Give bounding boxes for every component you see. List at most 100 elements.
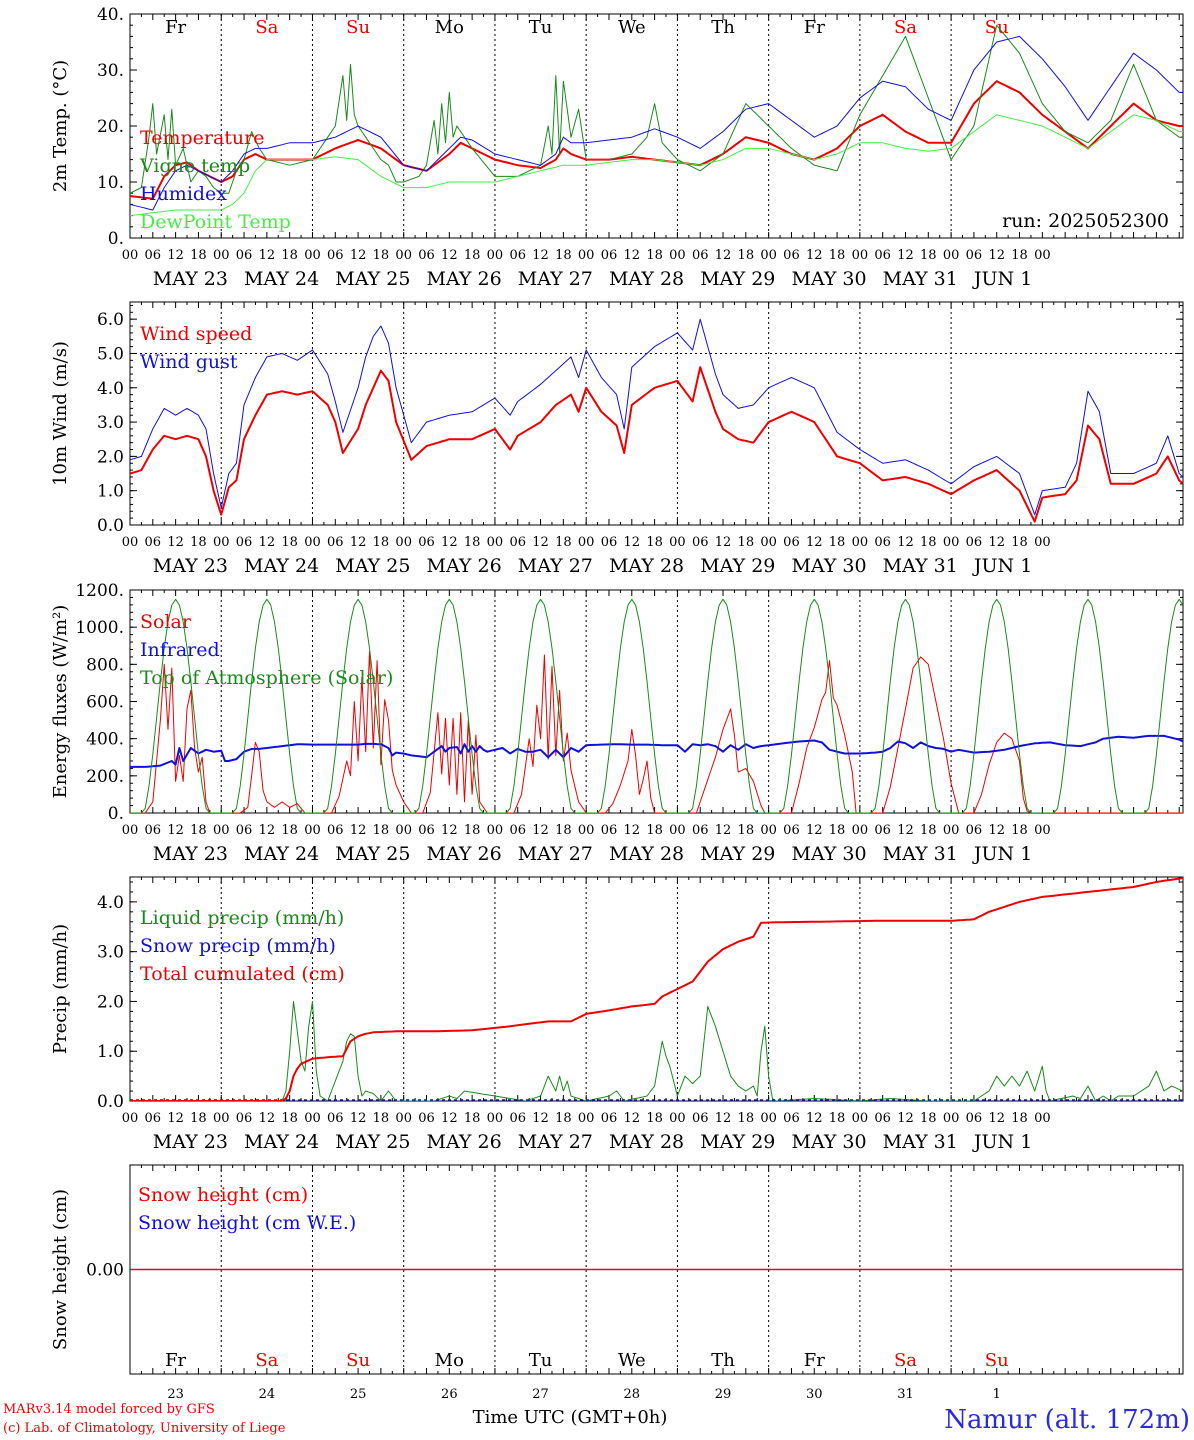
series-line-total-cumulated-cm- <box>130 877 1183 1101</box>
hour-tick-label: 18 <box>464 248 481 263</box>
panel-3: 0. 200. 400. 600. 800. 1000. 1200.Energy fluxe… <box>50 581 1184 865</box>
hour-tick-label: 12 <box>532 823 549 838</box>
date-label: MAY 31 <box>883 555 958 577</box>
hour-tick-label: 18 <box>190 535 207 550</box>
hour-tick-label: 18 <box>555 823 572 838</box>
hour-tick-label: 00 <box>852 823 869 838</box>
hour-tick-label: 00 <box>1034 823 1051 838</box>
hour-tick-label: 18 <box>555 248 572 263</box>
hour-tick-label: 06 <box>692 823 709 838</box>
y-tick-label: 20. <box>97 117 124 137</box>
hour-tick-label: 00 <box>943 823 960 838</box>
date-label: JUN 1 <box>972 268 1032 290</box>
hour-tick-label: 12 <box>715 823 732 838</box>
hour-tick-label: 00 <box>578 535 595 550</box>
y-tick-label: 40. <box>97 5 124 25</box>
date-label: MAY 25 <box>335 268 410 290</box>
hour-tick-label: 12 <box>897 535 914 550</box>
hour-tick-label: 12 <box>532 1111 549 1126</box>
hour-tick-label: 18 <box>555 1111 572 1126</box>
y-tick-label: 1000. <box>75 618 124 638</box>
hour-tick-label: 12 <box>897 823 914 838</box>
hour-tick-label: 12 <box>350 535 367 550</box>
day-number-label: 1 <box>993 1387 1001 1402</box>
date-label: MAY 29 <box>700 1131 775 1153</box>
y-axis-label: Snow height (cm) <box>50 1189 71 1350</box>
hour-tick-label: 06 <box>966 535 983 550</box>
weekday-label: Fr <box>804 17 825 38</box>
hour-tick-label: 12 <box>715 248 732 263</box>
hour-tick-label: 00 <box>852 248 869 263</box>
hour-tick-label: 12 <box>988 535 1005 550</box>
hour-tick-label: 06 <box>601 823 618 838</box>
hour-tick-label: 00 <box>122 823 139 838</box>
weekday-label: Th <box>711 1350 735 1371</box>
legend-entry: Wind speed <box>140 323 252 345</box>
series-line-top-of-atmosphere-solar- <box>130 598 1183 813</box>
hour-tick-label: 06 <box>418 823 435 838</box>
hour-tick-label: 06 <box>236 248 253 263</box>
series-group <box>130 877 1183 1101</box>
day-number-label: 23 <box>167 1387 184 1402</box>
y-tick-label: 0.0 <box>97 516 124 536</box>
hour-tick-label: 12 <box>806 823 823 838</box>
day-number-label: 27 <box>532 1387 549 1402</box>
hour-tick-label: 12 <box>259 248 276 263</box>
legend-entry: DewPoint Temp <box>140 211 291 233</box>
hour-tick-label: 06 <box>601 1111 618 1126</box>
hour-tick-label: 06 <box>601 248 618 263</box>
hour-tick-label: 18 <box>281 823 298 838</box>
hour-tick-label: 06 <box>966 248 983 263</box>
date-label: MAY 26 <box>427 555 502 577</box>
hour-tick-label: 18 <box>829 1111 846 1126</box>
date-label: MAY 28 <box>609 1131 684 1153</box>
hour-tick-label: 18 <box>281 1111 298 1126</box>
hour-tick-label: 18 <box>190 823 207 838</box>
hour-tick-label: 12 <box>350 248 367 263</box>
hour-tick-label: 06 <box>418 535 435 550</box>
date-label: MAY 26 <box>427 268 502 290</box>
plot-frame <box>129 301 1184 526</box>
weekday-label: Tu <box>529 1350 553 1371</box>
weekday-label: Mo <box>435 1350 464 1371</box>
hour-tick-label: 18 <box>1011 248 1028 263</box>
hour-tick-label: 18 <box>738 1111 755 1126</box>
series-line-temperature <box>130 80 1183 200</box>
hour-tick-label: 00 <box>304 1111 321 1126</box>
y-axis-label: Precip (mm/h) <box>50 924 71 1054</box>
y-tick-label: 1.0 <box>97 482 124 502</box>
hour-tick-label: 12 <box>167 535 184 550</box>
hour-tick-label: 18 <box>920 248 937 263</box>
hour-tick-label: 00 <box>760 1111 777 1126</box>
date-label: MAY 27 <box>518 555 593 577</box>
weekday-label: Tu <box>529 17 553 38</box>
legend-entry: Infrared <box>140 639 220 661</box>
hour-tick-label: 18 <box>373 1111 390 1126</box>
series-line-wind-gust <box>130 318 1183 516</box>
weekday-label: Sa <box>255 1350 278 1371</box>
x-axis-title: Time UTC (GMT+0h) <box>473 1407 668 1428</box>
date-label: MAY 30 <box>791 555 866 577</box>
day-number-label: 29 <box>715 1387 732 1402</box>
hour-tick-label: 18 <box>738 248 755 263</box>
hour-tick-label: 12 <box>988 1111 1005 1126</box>
hour-tick-label: 12 <box>624 1111 641 1126</box>
panel-2: 0.0 1.0 2.0 3.0 4.0 5.0 6.0 10m Wind (m/s) 00 06 1… <box>50 301 1184 577</box>
hour-tick-label: 06 <box>601 535 618 550</box>
hour-tick-label: 12 <box>624 535 641 550</box>
hour-tick-label: 00 <box>760 823 777 838</box>
hour-tick-label: 12 <box>441 823 458 838</box>
hour-tick-label: 06 <box>783 535 800 550</box>
hour-tick-label: 00 <box>122 248 139 263</box>
model-credit-line2: (c) Lab. of Climatology, University of L… <box>3 1421 286 1436</box>
date-label: MAY 27 <box>518 268 593 290</box>
hour-tick-label: 06 <box>874 535 891 550</box>
hour-tick-label: 12 <box>897 1111 914 1126</box>
date-label: MAY 30 <box>791 843 866 865</box>
y-tick-label: 0.0 <box>97 1092 124 1112</box>
hour-tick-label: 06 <box>236 1111 253 1126</box>
hour-tick-label: 18 <box>829 535 846 550</box>
date-label: MAY 26 <box>427 1131 502 1153</box>
hour-tick-label: 06 <box>692 248 709 263</box>
date-label: MAY 30 <box>791 1131 866 1153</box>
